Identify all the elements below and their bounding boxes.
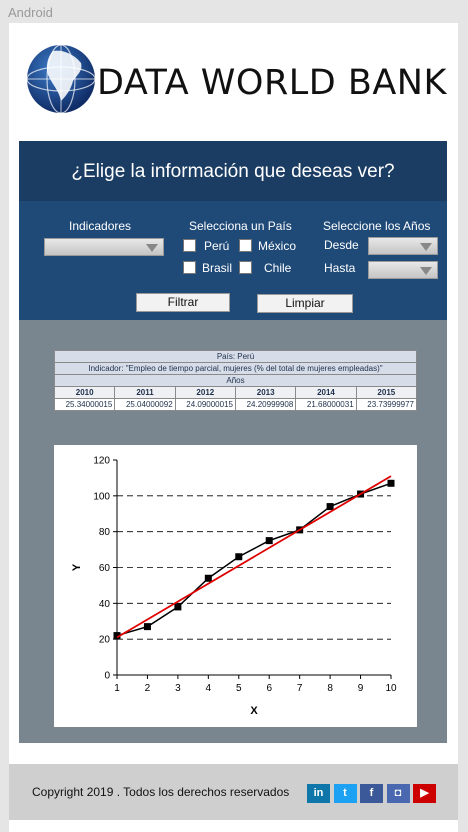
facebook-icon[interactable]: f — [360, 784, 383, 803]
value-cell: 25.34000015 — [53, 398, 116, 411]
filter-button[interactable]: Filtrar — [136, 293, 230, 312]
data-point — [326, 503, 334, 511]
logo-header: DATA WORLD BANK — [9, 23, 458, 141]
x-tick-label: 6 — [266, 683, 272, 694]
data-point — [235, 553, 243, 561]
value-cell: 25.04000092 — [114, 398, 176, 411]
chart-container: 0 20 40 60 80 100 120 1 2 3 4 5 6 7 8 9 10 X Y — [54, 445, 417, 727]
x-tick-label: 8 — [327, 683, 333, 694]
chart-svg: 0 20 40 60 80 100 120 1 2 3 4 5 6 7 8 9 10 X Y — [71, 456, 397, 718]
value-cell: 23.73999977 — [355, 398, 418, 411]
y-tick-label: 100 — [93, 491, 110, 502]
footer: Copyright 2019 . Todos los derechos rese… — [9, 764, 458, 820]
y-axis-label: Y — [71, 563, 83, 571]
checkbox-brasil-label: Brasil — [202, 261, 233, 275]
year-cell: 2012 — [174, 386, 236, 399]
table-country-row: País: Perú — [54, 350, 417, 363]
trend-line — [116, 475, 392, 639]
question-banner: ¿Elige la información que deseas ver? — [19, 141, 447, 201]
years-label: Seleccione los Años — [323, 219, 431, 233]
from-label: Desde — [324, 238, 359, 252]
linkedin-icon[interactable]: in — [307, 784, 330, 803]
y-tick-label: 120 — [93, 456, 110, 467]
value-cell: 24.20999908 — [234, 398, 297, 411]
checkbox-chile-label: Chile — [264, 261, 292, 275]
data-point — [143, 623, 151, 631]
filter-panel: Indicadores Selecciona un País Perú Méxi… — [19, 201, 447, 320]
x-tick-label: 2 — [145, 683, 151, 694]
data-point — [204, 574, 212, 582]
x-tick-label: 10 — [385, 683, 397, 694]
year-cell: 2011 — [114, 386, 176, 399]
instagram-icon[interactable]: ◘ — [386, 784, 410, 803]
series-line — [116, 482, 392, 637]
y-tick-label: 0 — [104, 671, 110, 682]
indicators-label: Indicadores — [69, 219, 132, 233]
x-tick-label: 5 — [236, 683, 242, 694]
clear-button[interactable]: Limpiar — [257, 294, 353, 313]
year-cell: 2013 — [234, 386, 297, 399]
chevron-down-icon — [420, 243, 432, 251]
to-year-select[interactable] — [368, 261, 438, 279]
youtube-icon[interactable]: ▶ — [413, 784, 436, 803]
checkbox-peru-label: Perú — [204, 239, 230, 253]
year-cell: 2014 — [295, 386, 357, 399]
table-years-header: Años — [54, 374, 417, 387]
checkbox-brasil[interactable] — [183, 261, 196, 274]
checkbox-peru[interactable] — [183, 239, 196, 252]
x-tick-label: 7 — [297, 683, 303, 694]
x-tick-label: 9 — [358, 683, 364, 694]
country-label: Selecciona un País — [189, 219, 292, 233]
page-title: ¿Elige la información que deseas ver? — [71, 161, 395, 182]
year-cell: 2015 — [355, 386, 418, 399]
copyright-text: Copyright 2019 . Todos los derechos rese… — [32, 785, 290, 799]
x-tick-label: 1 — [114, 683, 120, 694]
y-tick-label: 20 — [99, 635, 111, 646]
checkbox-mexico-label: México — [258, 239, 297, 253]
brand-title: DATA WORLD BANK — [97, 63, 447, 103]
results-table: País: Perú Indicador: "Empleo de tiempo … — [53, 350, 418, 411]
data-point — [174, 603, 182, 611]
data-point — [113, 632, 121, 640]
to-label: Hasta — [324, 261, 356, 275]
year-cell: 2010 — [53, 386, 116, 399]
x-tick-label: 3 — [175, 683, 181, 694]
y-tick-label: 40 — [99, 599, 111, 610]
y-tick-label: 60 — [99, 563, 111, 574]
value-cell: 21.68000031 — [295, 398, 357, 411]
table-row: 25.34000015 25.04000092 24.09000015 24.2… — [53, 398, 418, 411]
os-label: Android — [8, 5, 53, 20]
x-tick-label: 4 — [206, 683, 212, 694]
results-panel: País: Perú Indicador: "Empleo de tiempo … — [19, 320, 447, 743]
app-window: DATA WORLD BANK ¿Elige la información qu… — [9, 23, 458, 832]
from-year-select[interactable] — [368, 237, 438, 255]
checkbox-mexico[interactable] — [239, 239, 252, 252]
data-point — [265, 537, 273, 545]
indicators-select[interactable] — [44, 238, 164, 256]
checkbox-chile[interactable] — [239, 261, 252, 274]
data-point — [387, 479, 395, 487]
table-row: 2010 2011 2012 2013 2014 2015 — [53, 386, 418, 399]
table-indicator-row: Indicador: "Empleo de tiempo parcial, mu… — [54, 362, 417, 375]
twitter-icon[interactable]: t — [333, 784, 357, 803]
chevron-down-icon — [146, 244, 158, 252]
x-axis-label: X — [250, 705, 258, 717]
y-tick-label: 80 — [99, 527, 111, 538]
chevron-down-icon — [420, 267, 432, 275]
globe-logo-icon — [26, 44, 96, 114]
value-cell: 24.09000015 — [174, 398, 236, 411]
